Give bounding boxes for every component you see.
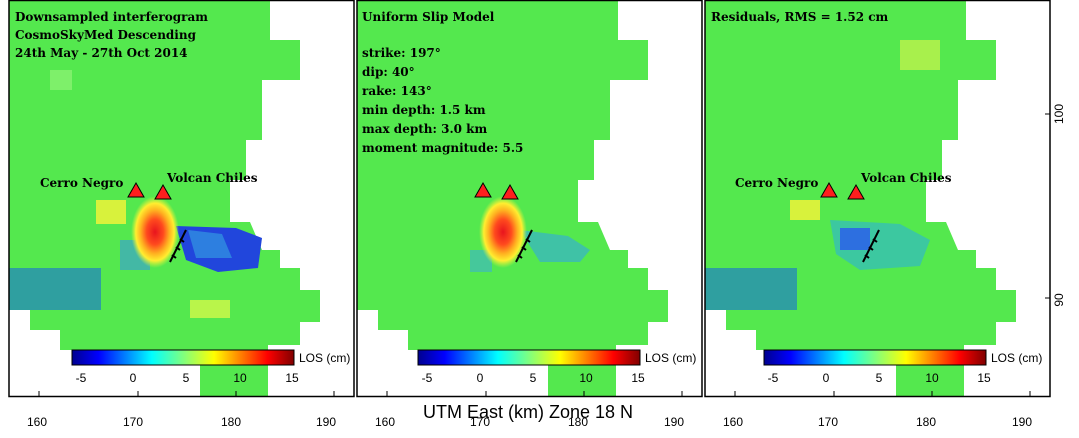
panel-title: Residuals, RMS = 1.52 cm bbox=[711, 10, 889, 24]
fault-trace bbox=[515, 229, 533, 263]
colorbar-tick: 0 bbox=[823, 371, 830, 385]
x-tick: 160 bbox=[723, 415, 743, 429]
panel-frame bbox=[8, 0, 355, 398]
colorbar-gradient bbox=[763, 349, 987, 366]
blue-patch bbox=[188, 230, 232, 258]
colorbar-tick: 0 bbox=[130, 371, 137, 385]
colorbar: LOS (cm) -5 0 5 10 15 bbox=[417, 349, 696, 385]
light-patch bbox=[190, 300, 230, 318]
colorbar-label: LOS (cm) bbox=[645, 351, 696, 365]
volcano-chiles-icon bbox=[154, 183, 172, 200]
volcano-label-cerro-negro: Cerro Negro bbox=[40, 176, 123, 190]
colorbar-tick: 5 bbox=[876, 371, 883, 385]
model-param-max-depth: max depth: 3.0 km bbox=[362, 122, 487, 136]
teal-patch bbox=[705, 268, 797, 310]
volcano-cerro-negro-icon bbox=[820, 181, 838, 198]
x-tick: 170 bbox=[123, 415, 143, 429]
panel-frame bbox=[704, 0, 1051, 398]
panel-title: Uniform Slip Model bbox=[362, 10, 495, 24]
model-param-moment-magnitude: moment magnitude: 5.5 bbox=[362, 141, 523, 155]
colorbar-tick: 0 bbox=[477, 371, 484, 385]
colorbar-gradient bbox=[71, 349, 295, 366]
panel-frame bbox=[356, 0, 703, 398]
uplift-lobe bbox=[131, 196, 179, 268]
yellow-patch bbox=[96, 200, 126, 224]
volcano-cerro-negro-icon bbox=[474, 181, 492, 198]
model-param-strike: strike: 197° bbox=[362, 46, 441, 60]
volcano-chiles-icon bbox=[501, 183, 519, 200]
teal-patch bbox=[520, 230, 590, 262]
colorbar-tick: 15 bbox=[631, 371, 645, 385]
colorbar-tick: 10 bbox=[925, 371, 939, 385]
colorbar-label: LOS (cm) bbox=[299, 351, 350, 365]
colorbar-tick: 15 bbox=[285, 371, 299, 385]
panel-residuals: Cerro Negro Volcan Chiles Residuals, RMS… bbox=[705, 0, 1050, 396]
x-tick: 190 bbox=[664, 415, 684, 429]
panel-title-line-3: 24th May - 27th Oct 2014 bbox=[15, 46, 188, 60]
colorbar-tick: 15 bbox=[977, 371, 991, 385]
light-patch bbox=[50, 70, 72, 90]
fault-trace bbox=[862, 229, 880, 263]
model-lobe bbox=[479, 196, 527, 268]
colorbar: LOS (cm) -5 0 5 10 15 bbox=[71, 349, 350, 385]
model-param-min-depth: min depth: 1.5 km bbox=[362, 103, 486, 117]
volcano-label-volcan-chiles: Volcan Chiles bbox=[860, 171, 952, 185]
x-tick: 170 bbox=[470, 415, 490, 429]
x-tick: 190 bbox=[316, 415, 336, 429]
fault-trace bbox=[169, 229, 187, 263]
model-param-dip: dip: 40° bbox=[362, 65, 415, 79]
model-param-rake: rake: 143° bbox=[362, 84, 432, 98]
teal-patch bbox=[9, 268, 101, 310]
y-axis-ticks: 100 90 bbox=[1052, 104, 1066, 307]
colorbar-label: LOS (cm) bbox=[991, 351, 1042, 365]
volcano-cerro-negro-icon bbox=[127, 181, 145, 198]
axis-ticks bbox=[38, 113, 1050, 396]
x-tick: 160 bbox=[27, 415, 47, 429]
y-tick: 90 bbox=[1052, 293, 1066, 307]
colorbar-gradient bbox=[417, 349, 641, 366]
colorbar-tick: -5 bbox=[422, 371, 433, 385]
colorbar-tick: 5 bbox=[530, 371, 537, 385]
x-axis-ticks: 160 170 180 190 160 170 180 190 160 170 … bbox=[27, 415, 1032, 429]
y-tick: 100 bbox=[1052, 104, 1066, 124]
colorbar-tick: 10 bbox=[233, 371, 247, 385]
colorbar: LOS (cm) -5 0 5 10 15 bbox=[763, 349, 1042, 385]
x-tick: 170 bbox=[818, 415, 838, 429]
volcano-label-volcan-chiles: Volcan Chiles bbox=[166, 171, 258, 185]
volcano-chiles-icon bbox=[847, 183, 865, 200]
panel-title-line-1: Downsampled interferogram bbox=[15, 10, 208, 24]
panel-interferogram: Cerro Negro Volcan Chiles Downsampled in… bbox=[9, 0, 354, 396]
light-patch bbox=[900, 40, 940, 70]
x-tick: 180 bbox=[916, 415, 936, 429]
colorbar-tick: 10 bbox=[579, 371, 593, 385]
colorbar-tick: -5 bbox=[76, 371, 87, 385]
blue-patch bbox=[840, 228, 870, 250]
panel-uniform-slip-model: Uniform Slip Model strike: 197° dip: 40°… bbox=[357, 0, 702, 396]
x-tick: 180 bbox=[221, 415, 241, 429]
colorbar-tick: 5 bbox=[183, 371, 190, 385]
x-tick: 190 bbox=[1012, 415, 1032, 429]
volcano-label-cerro-negro: Cerro Negro bbox=[735, 176, 818, 190]
x-axis-label: UTM East (km) Zone 18 N bbox=[423, 402, 633, 422]
panel-title-line-2: CosmoSkyMed Descending bbox=[15, 28, 197, 42]
yellow-patch bbox=[790, 200, 820, 220]
x-tick: 180 bbox=[568, 415, 588, 429]
colorbar-tick: -5 bbox=[768, 371, 779, 385]
x-tick: 160 bbox=[375, 415, 395, 429]
